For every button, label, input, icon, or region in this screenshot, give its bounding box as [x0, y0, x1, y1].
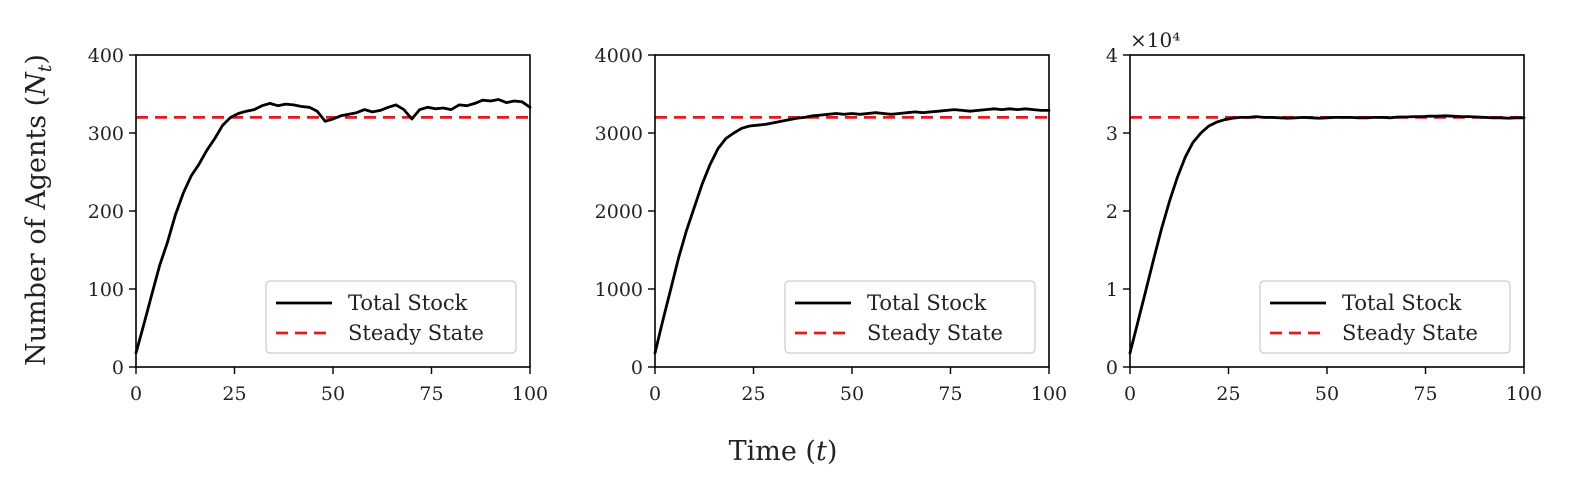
total-stock-line [134, 98, 532, 355]
x-tick-label: 50 [840, 383, 864, 405]
x-tick-label: 100 [1506, 383, 1542, 405]
chart-panel-1: 0 25 50 75 100 0 100 200 300 400 Total Stock Steady… [88, 45, 548, 405]
y-tick-label: 4000 [595, 45, 643, 67]
x-tick-label: 0 [130, 383, 142, 405]
legend-label-steady-state: Steady State [348, 321, 484, 345]
legend: Total Stock Steady State [1259, 280, 1511, 354]
legend-label-total-stock: Total Stock [867, 291, 987, 315]
y-tick-label: 3 [1106, 123, 1118, 145]
x-tick-label: 50 [321, 383, 345, 405]
y-tick-label: 4 [1106, 45, 1118, 67]
legend-label-steady-state: Steady State [1342, 321, 1478, 345]
x-tick-label: 75 [419, 383, 443, 405]
chart-panel-3: 0 25 50 75 100 0 1 2 3 4 ×10⁴ Total Stock Steady Sta… [1106, 28, 1542, 405]
y-tick-label: 1000 [595, 279, 643, 301]
x-tick-label: 25 [741, 383, 765, 405]
y-tick-label: 3000 [595, 123, 643, 145]
x-tick-label: 0 [649, 383, 661, 405]
x-tick-label: 100 [1031, 383, 1067, 405]
legend-label-steady-state: Steady State [867, 321, 1003, 345]
total-stock-line [653, 107, 1051, 355]
y-tick-label: 400 [88, 45, 124, 67]
total-stock-line [1128, 114, 1526, 355]
y-tick-label: 0 [112, 357, 124, 379]
x-axis-title: Time (t) [729, 436, 838, 467]
y-axis-multiplier: ×10⁴ [1130, 28, 1180, 52]
legend-label-total-stock: Total Stock [1342, 291, 1462, 315]
x-tick-label: 100 [512, 383, 548, 405]
x-tick-label: 75 [1413, 383, 1437, 405]
y-tick-label: 1 [1106, 279, 1118, 301]
y-tick-label: 2000 [595, 201, 643, 223]
y-tick-label: 200 [88, 201, 124, 223]
legend: Total Stock Steady State [265, 280, 517, 354]
x-tick-label: 50 [1315, 383, 1339, 405]
y-tick-label: 300 [88, 123, 124, 145]
x-tick-label: 25 [1216, 383, 1240, 405]
legend-box [265, 280, 517, 354]
y-axis-title: Number of Agents (Nt) [21, 54, 56, 366]
y-tick-label: 0 [631, 357, 643, 379]
x-tick-label: 25 [222, 383, 246, 405]
legend-label-total-stock: Total Stock [348, 291, 468, 315]
x-tick-label: 0 [1124, 383, 1136, 405]
legend-box [784, 280, 1036, 354]
x-tick-label: 75 [938, 383, 962, 405]
y-tick-label: 100 [88, 279, 124, 301]
legend-box [1259, 280, 1511, 354]
legend: Total Stock Steady State [784, 280, 1036, 354]
y-tick-label: 0 [1106, 357, 1118, 379]
y-tick-label: 2 [1106, 201, 1118, 223]
